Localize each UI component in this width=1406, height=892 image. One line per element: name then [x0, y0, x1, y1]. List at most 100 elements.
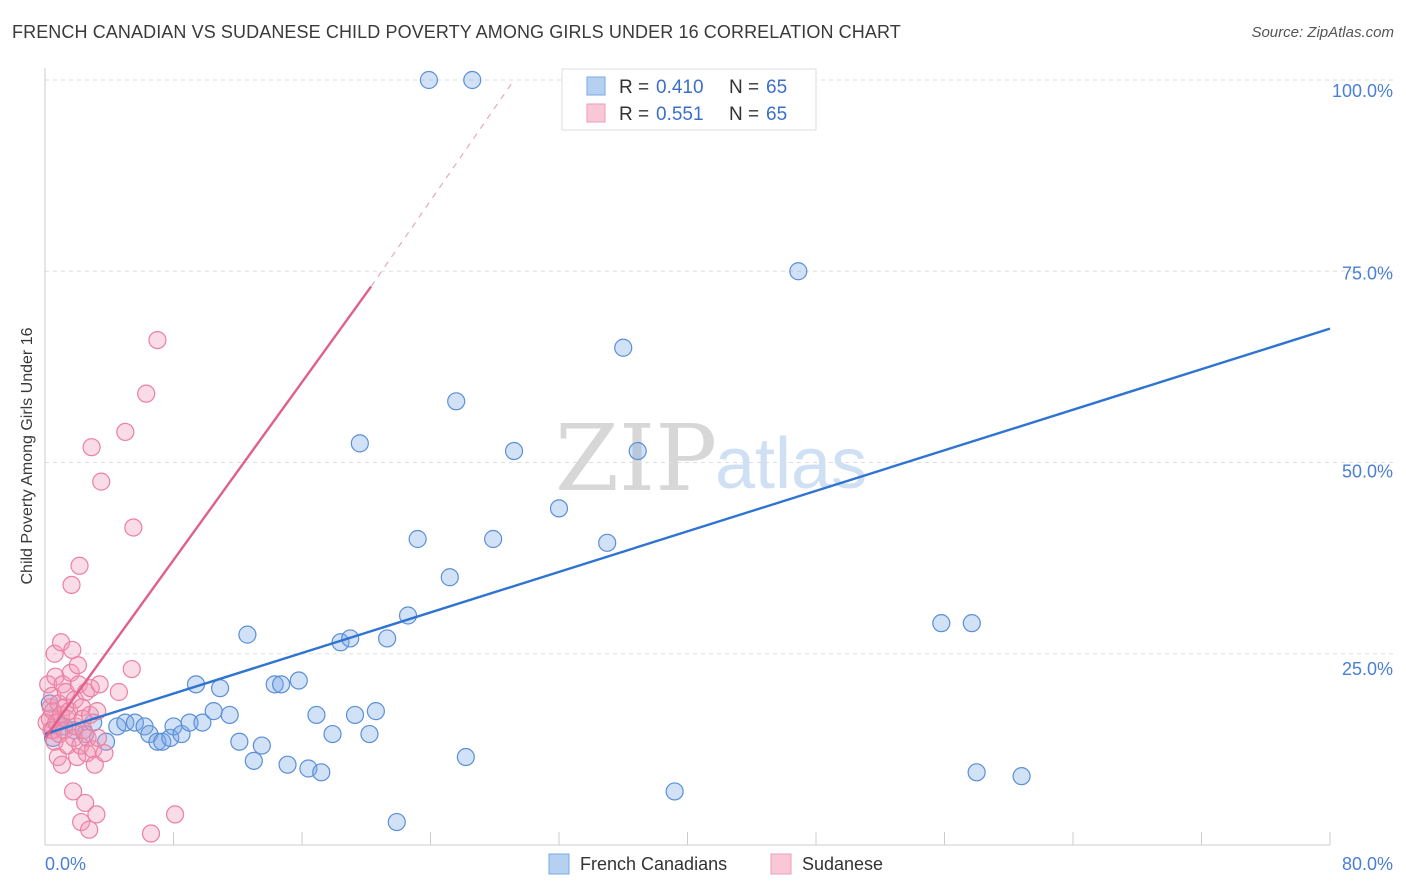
data-point [137, 384, 156, 403]
data-point [323, 724, 342, 744]
data-point [52, 755, 71, 774]
data-point [504, 441, 524, 461]
data-point [238, 625, 257, 644]
data-point [46, 667, 65, 686]
data-point [463, 70, 482, 90]
data-point [90, 675, 109, 694]
data-point [92, 472, 111, 491]
data-point [70, 556, 89, 575]
data-point [628, 441, 647, 461]
data-point [440, 568, 459, 587]
trend-line-french-canadians [44, 327, 1331, 736]
chart-title: FRENCH CANADIAN VS SUDANESE CHILD POVERT… [12, 22, 901, 42]
data-point [122, 659, 141, 679]
data-point [967, 763, 986, 782]
data-point [220, 705, 239, 725]
legend-r-value: 0.410 [656, 77, 704, 98]
data-point [252, 736, 271, 755]
data-point [350, 434, 369, 453]
series-sudanese [37, 331, 185, 843]
data-point [64, 782, 83, 801]
data-point [366, 702, 385, 721]
y-tick-label: 50.0% [1342, 462, 1393, 482]
data-point [447, 392, 466, 411]
watermark-atlas: atlas [715, 424, 867, 504]
legend-swatch [548, 853, 570, 875]
data-point [549, 499, 569, 518]
axes [44, 68, 1331, 846]
data-point [204, 702, 223, 721]
data-point [76, 793, 95, 813]
data-point [80, 820, 99, 839]
legend-swatch [770, 853, 792, 875]
data-point [116, 713, 135, 732]
x-tick-label: 0.0% [45, 854, 86, 874]
source-label: Source: ZipAtlas.com [1251, 24, 1394, 41]
legend-n-value: 65 [766, 104, 787, 125]
data-point [84, 740, 103, 759]
watermark-zip: ZIP [555, 405, 717, 512]
data-point [68, 747, 87, 767]
data-point [124, 518, 143, 537]
data-point [78, 728, 97, 748]
data-point [278, 755, 297, 774]
data-point [63, 640, 82, 660]
legend-r-label: R = [619, 104, 649, 125]
data-point [419, 70, 438, 90]
trend-lines [44, 79, 1331, 739]
data-point [272, 675, 291, 694]
data-point [289, 671, 308, 690]
data-point [180, 713, 199, 732]
bottom-legend: French Canadians Sudanese [548, 853, 883, 875]
data-point [312, 763, 331, 782]
data-point [360, 724, 379, 744]
data-point [82, 438, 101, 457]
series-french-canadians [40, 70, 1031, 832]
data-point [193, 713, 212, 732]
data-point [230, 732, 249, 751]
watermark: ZIP atlas [555, 405, 867, 512]
data-point [408, 529, 427, 549]
trend-extension-sudanese [370, 79, 515, 287]
legend-n-label: N = [729, 104, 759, 125]
data-point [614, 338, 633, 357]
data-point [166, 805, 185, 824]
data-point [378, 629, 397, 648]
data-point [665, 782, 684, 801]
data-point [88, 728, 108, 748]
legend-series-label: Sudanese [802, 854, 883, 874]
data-point [125, 713, 145, 732]
legend-swatch [586, 103, 606, 123]
data-point [141, 824, 161, 843]
y-tick-label: 25.0% [1342, 659, 1393, 679]
data-point [210, 679, 230, 698]
y-tick-label: 100.0% [1332, 81, 1393, 101]
data-points [37, 70, 1031, 843]
y-tick-label: 75.0% [1342, 263, 1393, 283]
data-point [598, 533, 617, 552]
data-point [1012, 767, 1031, 786]
data-point [87, 805, 106, 824]
data-point [307, 705, 326, 725]
legend-n-label: N = [729, 77, 759, 98]
data-point [387, 812, 406, 832]
legend-n-value: 65 [766, 77, 787, 98]
data-point [62, 575, 81, 595]
data-point [116, 422, 135, 441]
data-point [484, 529, 503, 549]
tick-labels: 100.0% 75.0% 50.0% 25.0% 0.0% 80.0% [45, 81, 1393, 874]
data-point [109, 682, 128, 702]
data-point [932, 614, 951, 633]
data-point [265, 675, 284, 694]
gridlines [45, 79, 1395, 655]
data-point [148, 331, 167, 350]
data-point [962, 614, 981, 633]
legend: R = 0.410 N = 65 R = 0.551 N = 65 [561, 68, 817, 131]
data-point [68, 656, 88, 675]
legend-r-value: 0.551 [656, 104, 704, 125]
data-point [789, 262, 808, 281]
legend-r-label: R = [619, 77, 649, 98]
data-point [161, 728, 180, 748]
data-point [244, 751, 263, 770]
